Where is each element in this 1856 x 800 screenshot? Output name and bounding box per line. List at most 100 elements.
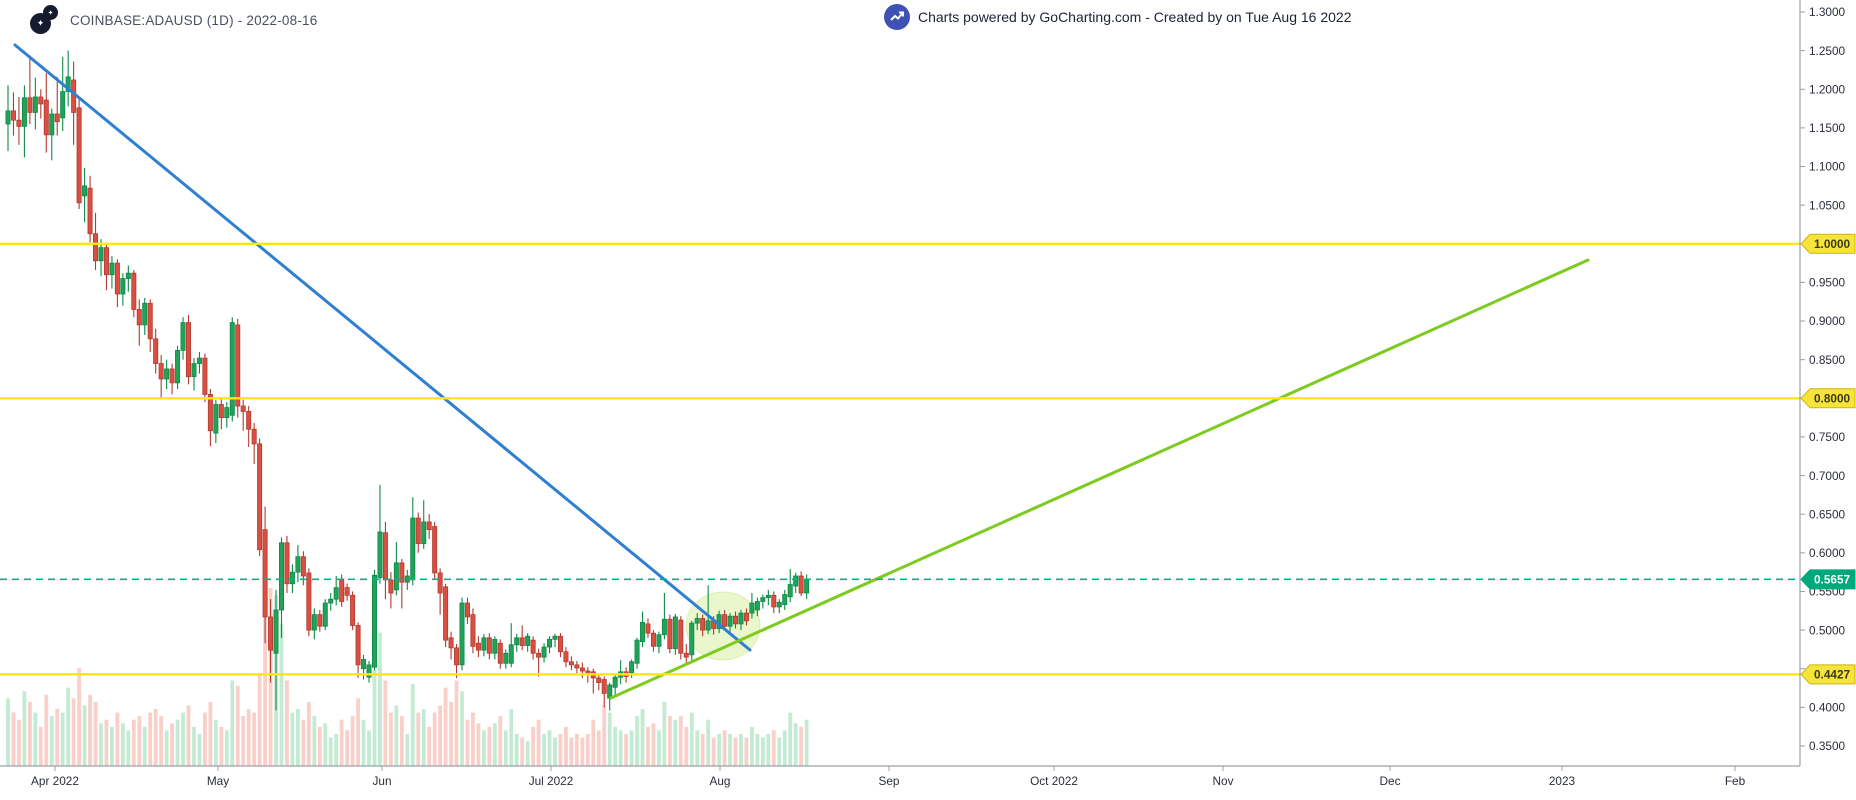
candle bbox=[776, 601, 782, 608]
candle bbox=[689, 622, 695, 656]
volume-bar bbox=[596, 730, 601, 766]
candle bbox=[311, 614, 317, 631]
candle bbox=[60, 91, 66, 119]
candle bbox=[120, 278, 126, 295]
trend-arrow-icon bbox=[884, 4, 910, 30]
x-axis-tick-label: Aug bbox=[710, 774, 731, 788]
y-axis-tick-label: 0.3500 bbox=[1809, 739, 1846, 753]
volume-bar bbox=[389, 712, 393, 766]
volume-bar bbox=[137, 716, 142, 766]
volume-bar bbox=[27, 701, 32, 766]
candle bbox=[448, 637, 454, 649]
candle bbox=[317, 614, 323, 627]
candle bbox=[38, 96, 44, 105]
volume-bar bbox=[361, 719, 366, 766]
volume-bar bbox=[334, 733, 339, 766]
volume-bar bbox=[120, 723, 125, 766]
candle bbox=[486, 637, 492, 654]
volume-bar bbox=[416, 712, 421, 766]
volume-bar bbox=[394, 705, 399, 766]
axis-price-tags: 1.0000 0.8000 0.4427 0.5657 bbox=[1800, 233, 1856, 685]
candle bbox=[268, 616, 274, 651]
volume-bar bbox=[296, 709, 300, 766]
volume-bar bbox=[203, 712, 207, 766]
volume-bar bbox=[591, 719, 596, 766]
y-axis-tick-label: 0.7500 bbox=[1809, 430, 1846, 444]
candle bbox=[787, 584, 793, 598]
candle bbox=[21, 97, 27, 127]
candle bbox=[705, 620, 711, 631]
candle bbox=[109, 262, 115, 276]
x-axis-tick-label: Oct 2022 bbox=[1030, 774, 1078, 788]
candle bbox=[289, 571, 295, 585]
candle bbox=[65, 76, 71, 92]
candle bbox=[371, 574, 377, 668]
uptrend-trendline[interactable] bbox=[609, 258, 1590, 700]
volume-bar bbox=[6, 698, 10, 766]
candle bbox=[251, 428, 257, 445]
candle bbox=[377, 531, 383, 578]
volume-bar bbox=[804, 719, 809, 766]
volume-bar bbox=[285, 680, 289, 766]
volume-bar bbox=[110, 726, 114, 766]
y-axis-tick-label: 0.5000 bbox=[1809, 623, 1846, 637]
volume-bar bbox=[569, 737, 574, 766]
candle bbox=[147, 302, 153, 340]
candle bbox=[131, 272, 137, 310]
candle bbox=[454, 647, 460, 666]
candle bbox=[191, 363, 197, 378]
candle bbox=[536, 652, 542, 658]
candle bbox=[634, 639, 640, 664]
volume-bar bbox=[378, 632, 382, 766]
candle bbox=[169, 368, 175, 384]
volume-bar bbox=[224, 730, 229, 766]
volume-bar bbox=[782, 730, 787, 766]
volume-bars bbox=[6, 588, 809, 766]
level-lines[interactable] bbox=[0, 242, 1800, 676]
trendlines[interactable] bbox=[13, 43, 1590, 700]
candle bbox=[355, 625, 361, 666]
candle bbox=[727, 615, 733, 627]
chart-header-brand: Charts powered by GoCharting.com - Creat… bbox=[884, 2, 1351, 32]
candle bbox=[218, 404, 224, 419]
volume-bar bbox=[476, 723, 481, 766]
volume-bar bbox=[38, 726, 43, 766]
volume-bar bbox=[777, 737, 782, 766]
candle bbox=[437, 572, 443, 594]
volume-bar bbox=[17, 719, 21, 766]
volume-bar bbox=[279, 623, 284, 766]
y-axis-tick-label: 0.7000 bbox=[1809, 469, 1846, 483]
downtrend-trendline[interactable] bbox=[13, 43, 752, 652]
volume-bar bbox=[170, 723, 174, 766]
candle bbox=[186, 322, 192, 378]
volume-bar bbox=[246, 709, 251, 766]
candle bbox=[765, 594, 771, 599]
volume-bar bbox=[481, 730, 486, 766]
volume-bar bbox=[509, 709, 514, 766]
volume-bar bbox=[33, 712, 38, 766]
candle bbox=[650, 632, 656, 647]
volume-bar bbox=[432, 712, 437, 766]
candle bbox=[82, 185, 88, 197]
volume-bar bbox=[213, 719, 218, 766]
volume-bar bbox=[739, 733, 743, 766]
volume-bar bbox=[208, 701, 213, 766]
volume-bar bbox=[60, 712, 65, 766]
candle bbox=[459, 602, 465, 666]
candle bbox=[388, 579, 394, 594]
price-tag-label: 0.4427 bbox=[1814, 668, 1851, 682]
candle bbox=[525, 635, 531, 646]
candle bbox=[475, 642, 481, 651]
volume-bar bbox=[175, 719, 180, 766]
candle bbox=[10, 110, 16, 121]
volume-bar bbox=[399, 716, 404, 766]
volume-bar bbox=[115, 712, 120, 766]
volume-bar bbox=[153, 709, 158, 766]
candle bbox=[541, 646, 547, 658]
volume-bar bbox=[728, 733, 732, 766]
volume-bar bbox=[93, 701, 98, 766]
candle bbox=[103, 247, 109, 276]
candle bbox=[574, 664, 580, 669]
volume-bar bbox=[104, 719, 109, 766]
